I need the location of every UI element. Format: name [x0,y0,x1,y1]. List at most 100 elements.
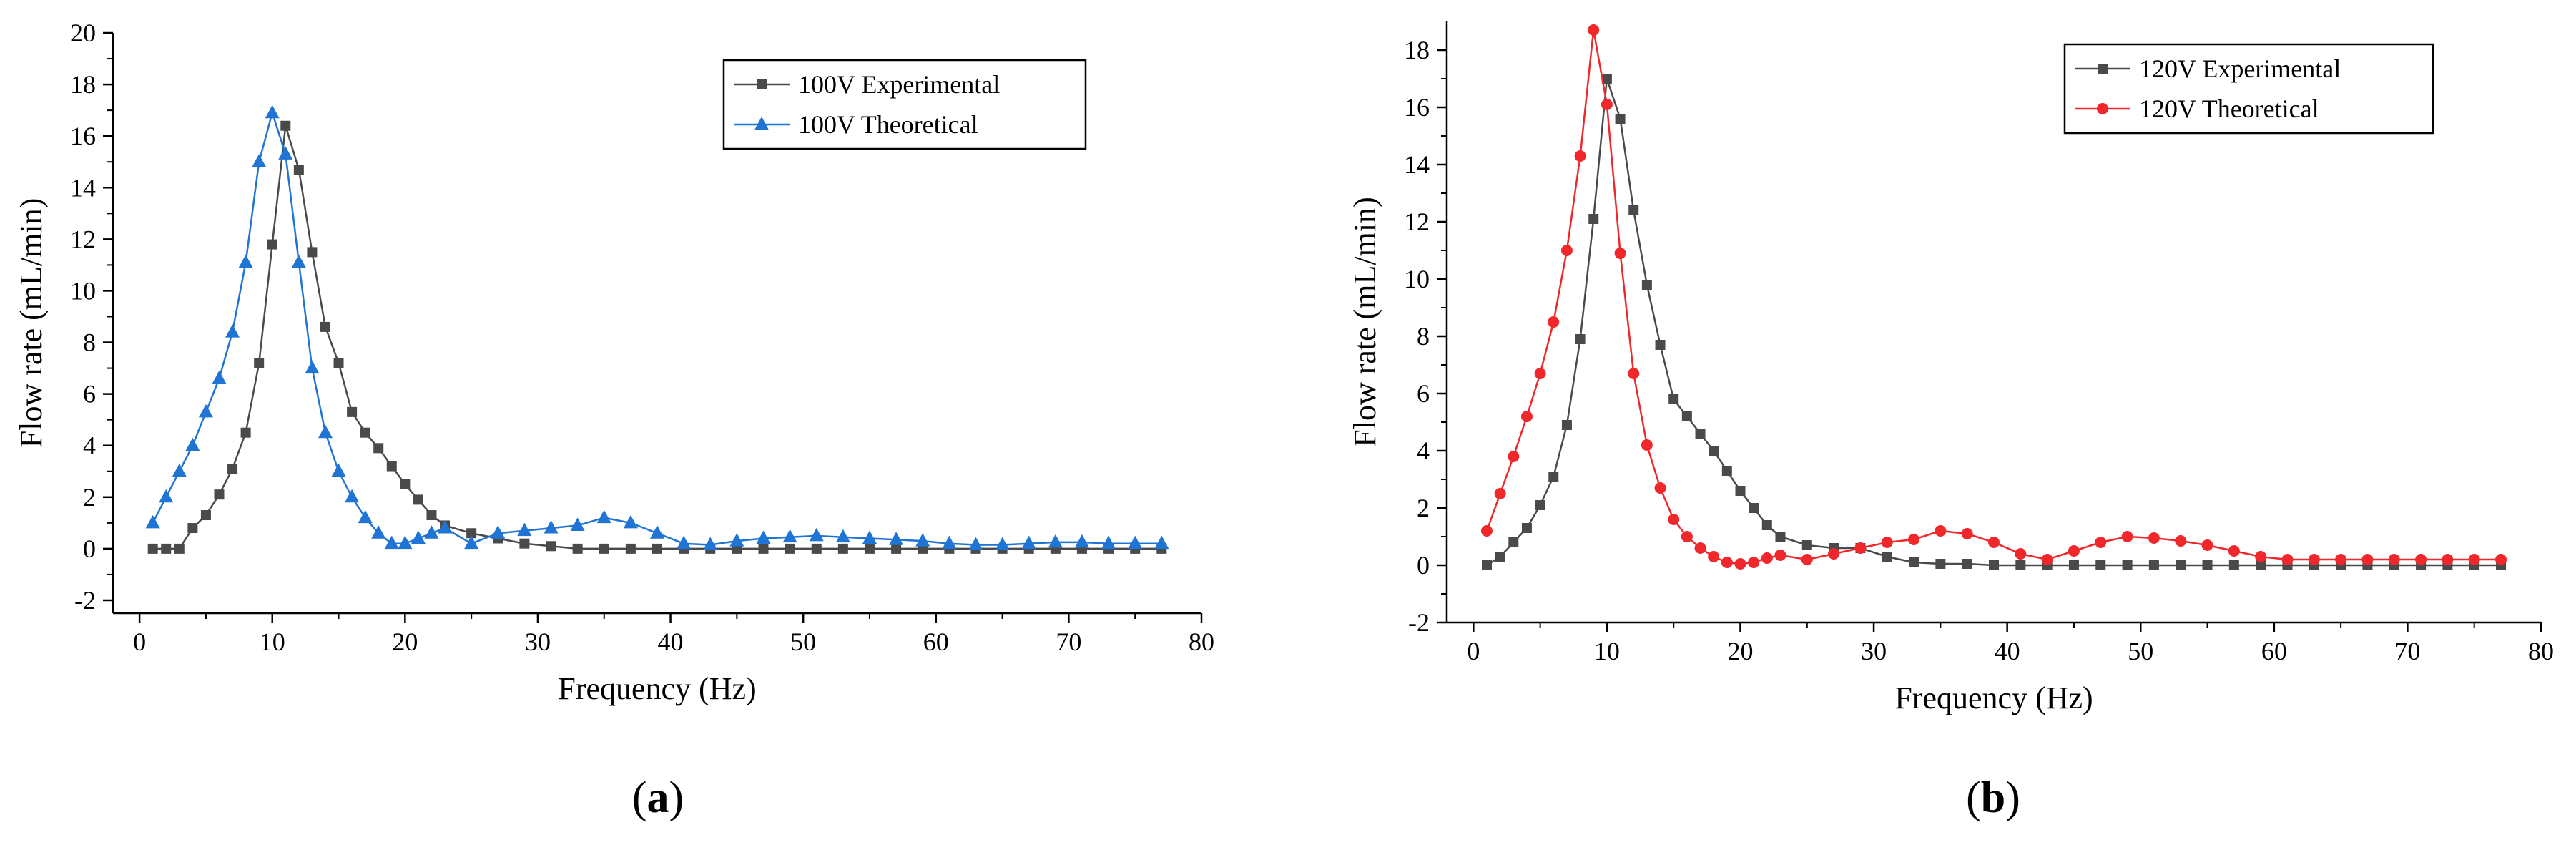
data-point [1668,394,1679,404]
series-120v-theoretical [1480,24,2507,570]
data-point [2335,554,2347,565]
y-tick-label: 8 [1417,322,1430,351]
x-tick-label: 10 [260,627,285,656]
series-line [1486,78,2501,567]
data-point [1801,554,1813,565]
data-point [1935,559,1946,569]
y-tick-label: 16 [70,122,96,150]
x-tick-label: 40 [1995,637,2020,665]
data-point [1588,24,1600,36]
data-point [995,537,1010,550]
data-point [305,360,320,374]
series-line [152,125,1162,550]
data-point [2361,554,2374,565]
data-point [466,528,477,539]
data-point [345,489,360,503]
legend-label: 120V Theoretical [2139,94,2319,123]
y-tick-label: 14 [70,173,96,202]
data-point [1508,451,1520,462]
data-point [331,463,346,477]
x-tick-label: 20 [392,627,418,656]
data-point [267,239,277,250]
y-tick-label: -2 [1408,608,1430,637]
data-point [1628,368,1640,379]
y-tick-label: 2 [1417,494,1430,522]
data-point [1601,74,1612,84]
data-point [2068,545,2080,557]
legend-box [722,59,1087,150]
data-point [1854,542,1867,554]
data-point [811,543,822,554]
data-point [174,543,185,554]
data-point [517,522,532,537]
data-point [2095,560,2106,570]
data-point [1909,557,1919,567]
data-point [252,154,267,167]
y-tick-label: 10 [70,276,96,305]
data-point [1694,542,1706,554]
data-point [238,254,253,268]
data-point [1709,446,1719,456]
data-point [1935,525,1947,537]
legend-marker [2098,64,2108,74]
data-point [1588,214,1599,224]
data-point [1048,534,1063,548]
data-point [413,494,423,505]
data-point [891,543,902,554]
data-point [2415,554,2427,565]
data-point [1801,540,1812,550]
x-tick-label: 0 [133,627,146,656]
data-point [2388,554,2400,565]
data-point [1681,531,1693,542]
data-point [1721,466,1732,476]
x-tick-label: 70 [2394,637,2420,665]
data-point [360,427,370,438]
data-point [968,537,983,550]
panel-label: (a) [632,773,684,822]
data-point [2442,554,2454,565]
data-point [1495,552,1505,562]
y-tick-label: 4 [83,431,96,460]
data-point [333,358,344,368]
series-120v-experimental [1481,74,2507,570]
y-tick-label: 0 [83,534,96,563]
data-point [214,489,225,500]
data-point [2121,531,2133,542]
data-point [650,525,664,539]
data-point [1494,488,1506,499]
data-point [2148,560,2159,570]
data-point [599,543,609,554]
data-point [2201,539,2213,551]
data-point [2256,560,2266,570]
data-point [1021,535,1036,550]
y-tick-label: 14 [1404,150,1430,179]
data-point [1695,429,1706,439]
data-point [161,543,172,554]
data-point [227,464,238,474]
data-point [411,530,426,544]
data-point [1828,548,1840,560]
x-tick-label: 60 [923,627,949,656]
data-point [1641,280,1652,290]
data-point [1681,411,1692,421]
data-point [198,404,213,418]
series-100v-experimental [147,120,1167,554]
data-point [254,358,265,368]
panel-label: (b) [1966,773,2020,822]
data-point [864,543,875,554]
data-point [145,514,160,529]
data-point [1735,486,1746,496]
x-tick-label: 70 [1056,627,1081,656]
x-tick-label: 20 [1727,637,1753,665]
data-point [1615,114,1626,124]
chart-panel-a: 0 10 20 30 40 50 60 70 80 -2 0 2 4 6 8 10 12 14 16 18 20 Freq… [14,19,1214,822]
data-point [2068,560,2079,570]
legend: 120V Experimental 120V Theoretical [2063,43,2434,135]
x-axis-title: Frequency (Hz) [558,671,756,706]
y-tick-label: 4 [1417,436,1430,465]
data-point [358,509,373,524]
data-point [837,543,848,554]
data-point [915,533,930,547]
data-point [438,520,453,534]
data-point [384,535,399,550]
